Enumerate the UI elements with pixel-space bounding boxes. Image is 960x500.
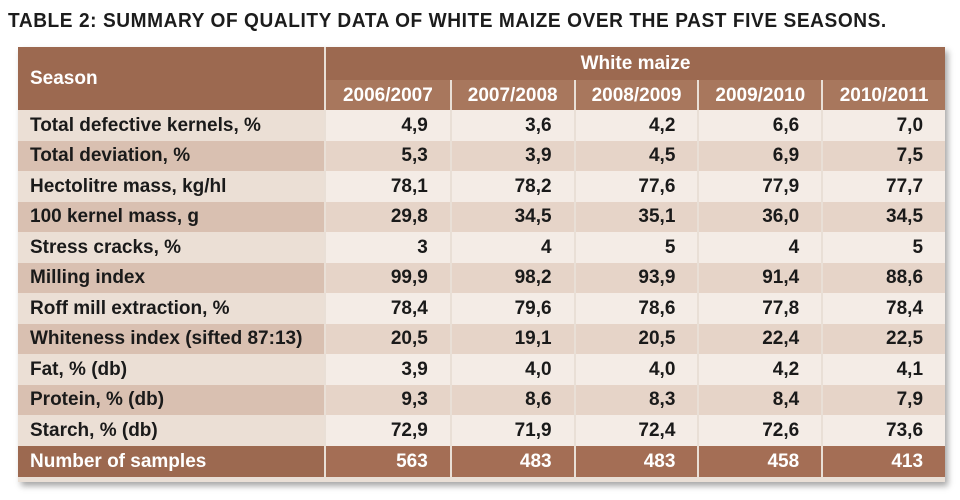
row-label: Milling index: [18, 262, 326, 293]
table-cell: 71,9: [449, 415, 574, 446]
table-cell: 8,6: [449, 384, 574, 415]
table-cell: 78,6: [573, 293, 698, 324]
table-row: Milling index 99,9 98,2 93,9 91,4 88,6: [18, 262, 946, 293]
table-cell: 77,7: [821, 171, 946, 202]
column-header-season: Season: [18, 47, 326, 110]
table-cell: 88,6: [821, 262, 946, 293]
table-cell: 5: [821, 232, 946, 263]
table-cell: 34,5: [821, 201, 946, 232]
table-cell: 9,3: [326, 384, 450, 415]
table-cell: 93,9: [573, 262, 698, 293]
table-cell: 3,9: [326, 354, 450, 385]
table-cell: 20,5: [573, 323, 698, 354]
table-cell: 77,8: [697, 293, 822, 324]
column-header-year: 2008/2009: [573, 80, 698, 110]
table-cell: 78,4: [821, 293, 946, 324]
row-label: Whiteness index (sifted 87:13): [18, 323, 326, 354]
table-row: Stress cracks, % 3 4 5 4 5: [18, 232, 946, 263]
row-label: Total defective kernels, %: [18, 110, 326, 141]
table-row: Roff mill extraction, % 78,4 79,6 78,6 77,8 7…: [18, 293, 946, 324]
table-cell: 73,6: [821, 415, 946, 446]
table-cell: 7,5: [821, 140, 946, 171]
table-row: Fat, % (db) 3,9 4,0 4,0 4,2 4,1: [18, 354, 946, 385]
table-cell: 4: [697, 232, 822, 263]
table-cell: 77,6: [573, 171, 698, 202]
table-cell: 72,6: [697, 415, 822, 446]
table-caption: TABLE 2: SUMMARY OF QUALITY DATA OF WHIT…: [8, 10, 887, 32]
column-header-year: 2006/2007: [326, 80, 450, 110]
table-cell: 3,6: [449, 110, 574, 141]
table-row: Total defective kernels, % 4,9 3,6 4,2 6,6 7,…: [18, 110, 946, 141]
table-cell: 483: [573, 445, 698, 477]
table-row: Starch, % (db) 72,9 71,9 72,4 72,6 73,6: [18, 415, 946, 446]
table-cell: 98,2: [449, 262, 574, 293]
table-row: Total deviation, % 5,3 3,9 4,5 6,9 7,5: [18, 140, 946, 171]
table-cell: 22,4: [697, 323, 822, 354]
header-row-years: 2006/2007 2007/2008 2008/2009 2009/2010 …: [18, 80, 946, 110]
table-cell: 36,0: [697, 201, 822, 232]
table-cell: 72,9: [326, 415, 450, 446]
column-header-year: 2010/2011: [821, 80, 946, 110]
row-label: Fat, % (db): [18, 354, 326, 385]
table-cell: 8,4: [697, 384, 822, 415]
table-cell: 413: [821, 445, 946, 477]
table-cell: 458: [697, 445, 822, 477]
table-row: Whiteness index (sifted 87:13) 20,5 19,1 20…: [18, 323, 946, 354]
table-cell: 4,5: [573, 140, 698, 171]
table-cell: 29,8: [326, 201, 450, 232]
table-cell: 4: [449, 232, 574, 263]
table-cell: 483: [449, 445, 574, 477]
table-cell: 7,0: [821, 110, 946, 141]
table-cell: 3: [326, 232, 450, 263]
table-cell: 6,9: [697, 140, 822, 171]
table-cell: 7,9: [821, 384, 946, 415]
row-label: Protein, % (db): [18, 384, 326, 415]
table-cell: 22,5: [821, 323, 946, 354]
table-row: Hectolitre mass, kg/hl 78,1 78,2 77,6 77,9 77…: [18, 171, 946, 202]
table-cell: 78,4: [326, 293, 450, 324]
row-label: Hectolitre mass, kg/hl: [18, 171, 326, 202]
table-row-total: Number of samples 563 483 483 458 413: [18, 445, 946, 477]
table-cell: 4,0: [449, 354, 574, 385]
row-label: Starch, % (db): [18, 415, 326, 446]
table-cell: 78,1: [326, 171, 450, 202]
table-row: Protein, % (db) 9,3 8,6 8,3 8,4 7,9: [18, 384, 946, 415]
table-cell: 35,1: [573, 201, 698, 232]
table-cell: 4,1: [821, 354, 946, 385]
table-cell: 3,9: [449, 140, 574, 171]
column-header-year: 2009/2010: [697, 80, 822, 110]
table-cell: 78,2: [449, 171, 574, 202]
table-cell: 91,4: [697, 262, 822, 293]
table-cell: 4,2: [573, 110, 698, 141]
column-group-header-white-maize: White maize: [326, 47, 946, 80]
row-label: Stress cracks, %: [18, 232, 326, 263]
row-label: Roff mill extraction, %: [18, 293, 326, 324]
table-row: 100 kernel mass, g 29,8 34,5 35,1 36,0 34,5: [18, 201, 946, 232]
table-cell: 20,5: [326, 323, 450, 354]
column-header-year: 2007/2008: [449, 80, 574, 110]
table: Season White maize 2006/2007 2007/2008 2…: [18, 47, 946, 477]
table-cell: 19,1: [449, 323, 574, 354]
table-cell: 4,9: [326, 110, 450, 141]
table-cell: 8,3: [573, 384, 698, 415]
row-label: Total deviation, %: [18, 140, 326, 171]
table-cell: 72,4: [573, 415, 698, 446]
table-cell: 4,2: [697, 354, 822, 385]
table-cell: 99,9: [326, 262, 450, 293]
quality-data-table: Season White maize 2006/2007 2007/2008 2…: [18, 47, 946, 482]
table-cell: 34,5: [449, 201, 574, 232]
table-cell: 79,6: [449, 293, 574, 324]
table-cell: 6,6: [697, 110, 822, 141]
table-cell: 563: [326, 445, 450, 477]
table-cell: 5,3: [326, 140, 450, 171]
row-label: 100 kernel mass, g: [18, 201, 326, 232]
row-label: Number of samples: [18, 445, 326, 477]
table-cell: 77,9: [697, 171, 822, 202]
table-cell: 5: [573, 232, 698, 263]
header-row-group: Season White maize: [18, 47, 946, 110]
table-cell: 4,0: [573, 354, 698, 385]
